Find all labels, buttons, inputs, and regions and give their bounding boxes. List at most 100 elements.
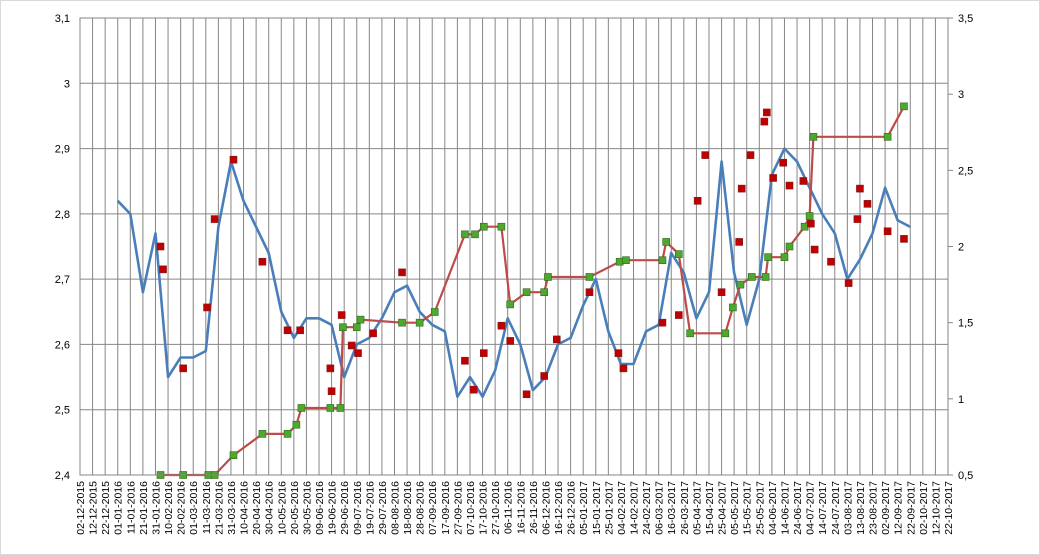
- x-tick-label: 06-12-2016: [540, 481, 552, 535]
- marker: [179, 364, 187, 373]
- y-tick-label: 2,5: [55, 405, 70, 417]
- marker: [229, 451, 238, 459]
- marker: [585, 288, 594, 297]
- x-tick-label: 30-04-2016: [264, 481, 276, 535]
- x-tick-label: 26-03-2017: [679, 481, 691, 535]
- x-tick-label: 14-02-2017: [629, 481, 641, 535]
- y2-tick-label: 2: [958, 242, 964, 254]
- marker: [622, 256, 630, 265]
- marker: [398, 318, 406, 327]
- y2-tick-label: 2,5: [958, 165, 973, 177]
- x-tick-label: 05-01-2017: [578, 481, 590, 535]
- marker: [805, 212, 814, 220]
- marker: [506, 300, 515, 309]
- x-tick-label: 16-12-2016: [553, 481, 565, 535]
- marker: [779, 158, 788, 167]
- marker: [746, 151, 755, 159]
- y2-tick-label: 3: [958, 89, 964, 101]
- x-tick-label: 20-05-2016: [289, 481, 301, 535]
- marker: [296, 326, 304, 335]
- marker: [658, 318, 667, 327]
- marker: [800, 222, 809, 231]
- x-tick-label: 27-10-2016: [490, 481, 502, 535]
- x-tick-label: 26-12-2016: [566, 481, 578, 535]
- y-tick-label: 2,9: [55, 144, 70, 156]
- marker: [807, 219, 815, 228]
- x-tick-label: 19-06-2016: [327, 481, 339, 535]
- marker: [785, 242, 794, 251]
- marker: [853, 215, 862, 223]
- x-tick-label: 27-09-2016: [452, 481, 464, 535]
- x-tick-label: 23-08-2017: [868, 481, 880, 535]
- x-tick-label: 25-01-2017: [603, 481, 615, 535]
- marker: [736, 280, 745, 289]
- marker: [900, 235, 908, 243]
- x-tick-label: 10-02-2016: [163, 481, 175, 535]
- marker: [339, 323, 347, 332]
- x-tick-label: 12-09-2017: [893, 481, 905, 535]
- marker: [662, 238, 671, 246]
- marker: [585, 273, 594, 281]
- y2-tick-label: 1,5: [958, 318, 973, 330]
- x-tick-label: 15-01-2017: [591, 481, 603, 535]
- marker: [398, 268, 406, 277]
- marker: [761, 273, 770, 281]
- y2-tick-label: 3,5: [958, 13, 973, 25]
- marker: [258, 430, 267, 438]
- x-tick-label: 11-03-2016: [201, 481, 213, 534]
- x-tick-label: 10-05-2016: [276, 481, 288, 535]
- marker: [471, 230, 479, 239]
- marker: [156, 242, 165, 251]
- x-tick-label: 05-05-2017: [729, 481, 741, 535]
- marker: [747, 273, 756, 281]
- marker: [497, 222, 506, 231]
- x-tick-label: 11-01-2016: [125, 481, 137, 534]
- marker: [327, 387, 336, 396]
- x-tick-label: 22-10-2017: [943, 481, 955, 535]
- x-tick-label: 04-02-2017: [616, 481, 628, 535]
- x-tick-label: 22-12-2015: [100, 481, 112, 535]
- marker: [159, 265, 167, 274]
- x-tick-label: 12-10-2017: [930, 481, 942, 535]
- marker: [415, 318, 424, 327]
- marker: [809, 133, 818, 141]
- x-tick-label: 07-10-2016: [465, 481, 477, 535]
- marker: [352, 323, 361, 332]
- x-tick-label: 02-12-2015: [75, 481, 87, 535]
- x-tick-label: 07-09-2016: [427, 481, 439, 535]
- marker: [356, 315, 365, 324]
- marker: [785, 181, 794, 190]
- x-tick-label: 06-11-2016: [503, 481, 515, 534]
- x-tick-label: 02-09-2017: [880, 481, 892, 535]
- marker: [799, 177, 808, 185]
- marker: [619, 364, 628, 373]
- marker: [497, 321, 506, 330]
- marker: [883, 227, 892, 236]
- marker: [292, 420, 301, 429]
- marker: [693, 197, 702, 205]
- y-tick-label: 3: [64, 78, 70, 90]
- y-tick-label: 2,6: [55, 339, 70, 351]
- x-tick-label: 30-05-2016: [301, 481, 313, 535]
- marker: [686, 329, 694, 338]
- marker: [461, 230, 469, 239]
- x-tick-label: 25-05-2017: [754, 481, 766, 535]
- y-tick-label: 2,4: [55, 470, 70, 482]
- x-tick-label: 14-06-2017: [779, 481, 791, 535]
- marker: [615, 257, 624, 266]
- marker: [737, 184, 746, 193]
- x-tick-label: 22-09-2017: [905, 481, 917, 535]
- marker: [229, 155, 238, 164]
- x-tick-label: 08-08-2016: [389, 481, 401, 535]
- marker: [297, 404, 306, 412]
- x-tick-label: 20-04-2016: [251, 481, 263, 535]
- marker: [469, 385, 478, 394]
- x-tick-label: 25-04-2017: [717, 481, 729, 535]
- marker: [674, 250, 683, 258]
- marker: [729, 303, 737, 312]
- x-tick-label: 02-10-2017: [918, 481, 930, 535]
- x-tick-label: 10-04-2016: [239, 481, 251, 535]
- marker: [883, 133, 892, 141]
